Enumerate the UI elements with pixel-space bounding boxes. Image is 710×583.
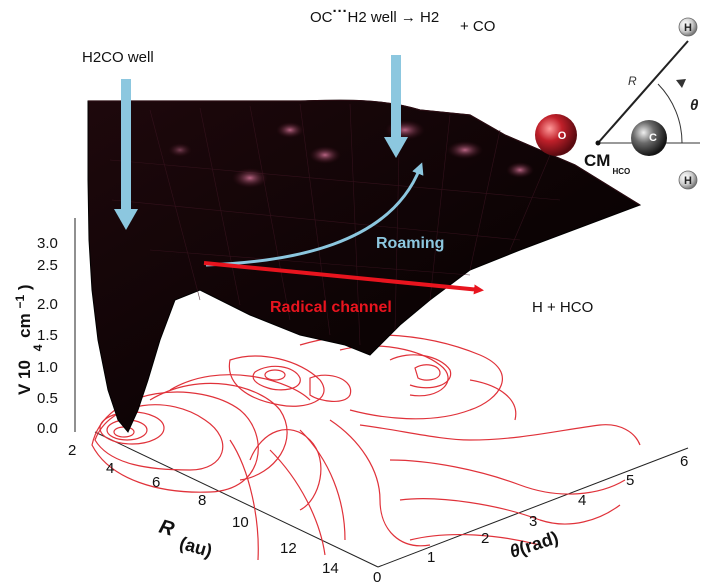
r-axis-line <box>94 431 379 568</box>
theta-axis-line <box>377 447 689 568</box>
svg-text:θ(rad): θ(rad) <box>507 527 561 561</box>
svg-text:R (au): R (au) <box>154 516 217 562</box>
r-tick: 14 <box>322 560 339 577</box>
theta-tick: 1 <box>427 549 435 566</box>
theta-tick: 3 <box>529 513 537 530</box>
svg-text:V 10 4 cm: V 10 4 cm −1 ) <box>9 284 46 395</box>
theta-tick: 2 <box>481 530 489 547</box>
roaming-label: Roaming <box>376 235 444 252</box>
floor-axes <box>74 218 689 568</box>
products-label: H + HCO <box>532 299 593 316</box>
v-tick: 3.0 <box>37 235 58 252</box>
v-tick: 0.0 <box>37 420 58 437</box>
theta-tick: 6 <box>680 453 688 470</box>
radical-channel-arrow <box>203 261 484 295</box>
r-axis: 2 4 6 8 10 12 14 R (au) <box>68 442 339 577</box>
oxygen-atom <box>535 114 577 156</box>
angle-label: θ <box>690 97 699 114</box>
v-axis: 0.0 0.5 1.0 1.5 2.0 2.5 3.0 V 10 4 cm −1… <box>9 235 58 437</box>
distance-label: R <box>628 74 637 88</box>
v-tick: 1.5 <box>37 327 58 344</box>
hydrogen-label-bottom: H <box>684 175 692 187</box>
carbon-label: C <box>649 132 657 144</box>
roaming-path-arrow <box>205 162 424 267</box>
center-of-mass-label: CMHCO <box>584 151 630 176</box>
molecule-inset: R θ O C H H CMHCO <box>535 17 700 190</box>
hydrogen-atom-bottom <box>678 170 698 190</box>
h2co-well-label: H2CO well <box>82 49 154 66</box>
r-tick: 6 <box>152 474 160 491</box>
center-of-mass-dot <box>595 140 601 146</box>
v-tick: 2.0 <box>37 296 58 313</box>
hydrogen-atom-top <box>678 17 698 37</box>
roaming-well-label: OC···H2 well → H2 <box>310 3 439 26</box>
h2co-well-arrow <box>114 79 138 230</box>
roaming-well-arrow <box>384 55 408 158</box>
v-tick: 1.0 <box>37 359 58 376</box>
carbon-atom <box>631 120 667 156</box>
v-axis-title: V 10 4 cm −1 ) <box>9 284 46 395</box>
angle-arc <box>657 83 683 144</box>
radical-channel-label: Radical channel <box>270 299 392 316</box>
theta-axis-title: θ(rad) <box>507 527 561 561</box>
theta-axis: 0 1 2 3 4 5 6 θ(rad) <box>373 453 688 583</box>
hydrogen-label-top: H <box>684 22 692 34</box>
theta-tick: 0 <box>373 569 381 583</box>
theta-tick: 4 <box>578 492 586 509</box>
theta-tick: 5 <box>626 472 634 489</box>
r-tick: 12 <box>280 540 297 557</box>
r-tick: 8 <box>198 492 206 509</box>
potential-surface <box>87 99 642 433</box>
r-tick: 2 <box>68 442 76 459</box>
oxygen-label: O <box>558 130 567 142</box>
r-axis-title: R (au) <box>154 516 217 562</box>
roaming-products-label: + CO <box>460 18 495 35</box>
r-tick: 4 <box>106 460 114 477</box>
r-tick: 10 <box>232 514 249 531</box>
v-tick: 2.5 <box>37 257 58 274</box>
v-tick: 0.5 <box>37 390 58 407</box>
